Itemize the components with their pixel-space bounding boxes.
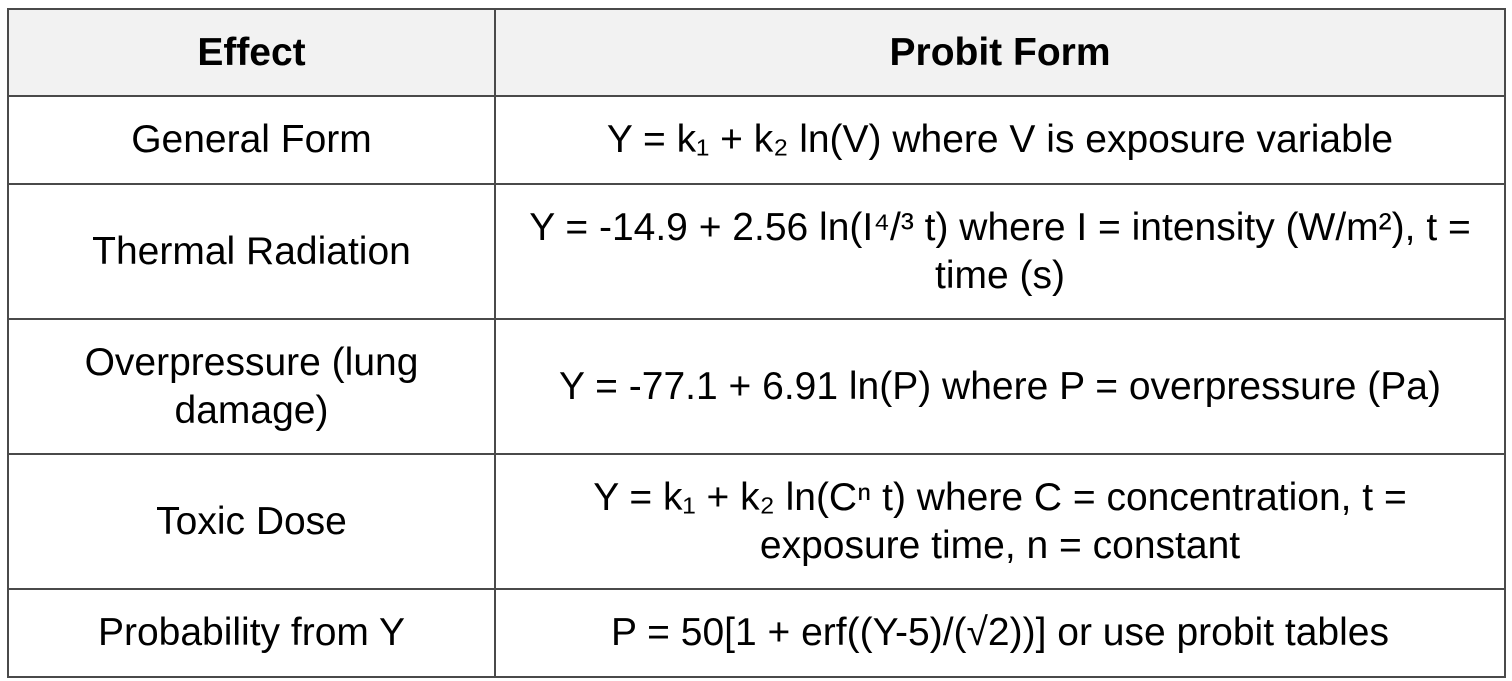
table-row: Thermal Radiation Y = -14.9 + 2.56 ln(I⁴… [7, 183, 1506, 320]
header-effect: Effect [7, 8, 496, 97]
effect-cell: Probability from Y [7, 588, 496, 678]
probit-table: Effect Probit Form General Form Y = k₁ +… [7, 8, 1506, 678]
effect-cell: Toxic Dose [7, 453, 496, 590]
probit-form-cell: Y = k₁ + k₂ ln(V) where V is exposure va… [494, 95, 1506, 185]
probit-form-cell: P = 50[1 + erf((Y-5)/(√2))] or use probi… [494, 588, 1506, 678]
probit-form-cell: Y = -77.1 + 6.91 ln(P) where P = overpre… [494, 318, 1506, 455]
table-header-row: Effect Probit Form [7, 8, 1506, 97]
probit-form-cell: Y = k₁ + k₂ ln(Cⁿ t) where C = concentra… [494, 453, 1506, 590]
header-probit-form: Probit Form [494, 8, 1506, 97]
table-row: Toxic Dose Y = k₁ + k₂ ln(Cⁿ t) where C … [7, 453, 1506, 590]
effect-cell: Thermal Radiation [7, 183, 496, 320]
effect-cell: Overpressure (lung damage) [7, 318, 496, 455]
probit-form-cell: Y = -14.9 + 2.56 ln(I⁴/³ t) where I = in… [494, 183, 1506, 320]
effect-cell: General Form [7, 95, 496, 185]
table-row: Probability from Y P = 50[1 + erf((Y-5)/… [7, 588, 1506, 678]
table-row: General Form Y = k₁ + k₂ ln(V) where V i… [7, 95, 1506, 185]
table-row: Overpressure (lung damage) Y = -77.1 + 6… [7, 318, 1506, 455]
